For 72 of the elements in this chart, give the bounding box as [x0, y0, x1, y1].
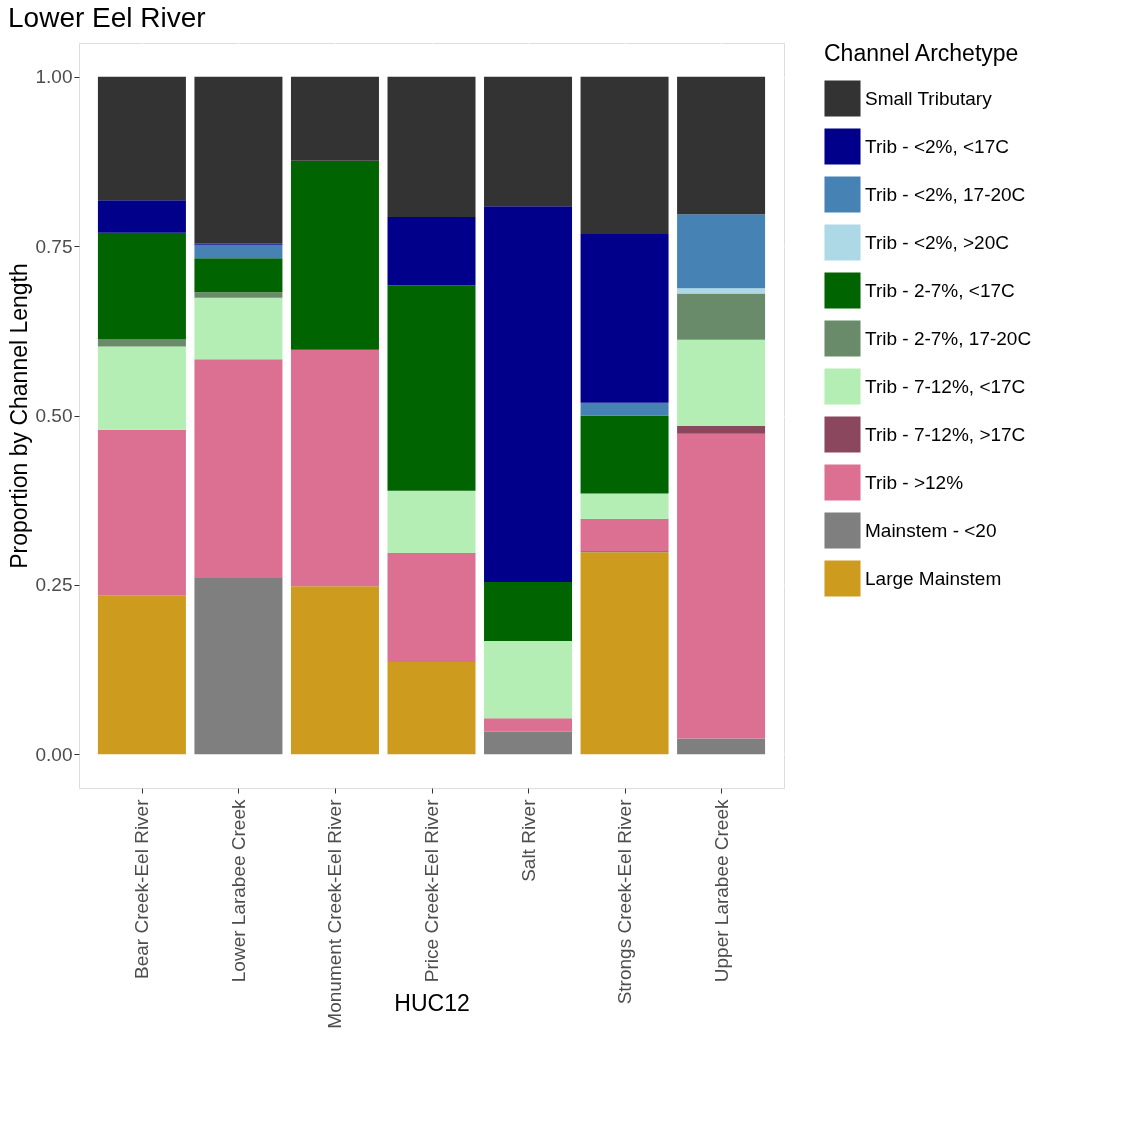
bar [580, 519, 669, 551]
bar [387, 76, 476, 218]
y-axis-title: Proportion by Channel Length [5, 263, 32, 569]
bar [290, 349, 379, 587]
bar [97, 595, 186, 755]
bar [580, 415, 669, 494]
legend-label: Mainstem - <20 [865, 519, 997, 541]
legend-title: Channel Archetype [824, 40, 1019, 66]
bar [97, 338, 186, 347]
bar [194, 258, 283, 293]
bar [580, 552, 669, 755]
y-tick-label: 0.75 [35, 235, 73, 257]
x-tick-label: Price Creek-Eel River [421, 798, 442, 983]
legend-label: Trib - 2-7%, 17-20C [865, 327, 1032, 349]
x-tick-label: Bear Creek-Eel River [131, 798, 153, 979]
bar [97, 429, 186, 596]
bar [484, 76, 573, 207]
bar [194, 578, 283, 755]
bar [580, 493, 669, 520]
bar [484, 206, 573, 583]
bar [97, 200, 186, 233]
bar [677, 288, 766, 294]
x-tick-label: Upper Larabee Creek [710, 799, 732, 983]
legend-label: Trib - <2%, 17-20C [865, 183, 1026, 205]
bar [194, 359, 283, 579]
bar [290, 76, 379, 161]
bar [97, 232, 186, 339]
bar [677, 76, 766, 215]
bar [290, 586, 379, 755]
bar [387, 285, 476, 491]
x-tick-label: Strongs Creek-Eel River [614, 798, 636, 1005]
y-tick-label: 0.00 [35, 743, 73, 765]
bar [387, 490, 476, 553]
chart-title: Lower Eel River [8, 2, 206, 33]
bar [677, 214, 766, 289]
bar [290, 160, 379, 350]
x-axis-title: HUC12 [394, 989, 470, 1016]
bar [97, 346, 186, 430]
bar [194, 76, 283, 244]
x-tick-label: Salt River [517, 798, 539, 882]
bar [580, 402, 669, 416]
bar [194, 297, 283, 360]
bar [677, 433, 766, 739]
x-tick-label: Monument Creek-Eel River [324, 798, 346, 1029]
legend-label: Trib - <2%, <17C [865, 135, 1009, 157]
legend-label: Trib - 2-7%, <17C [865, 279, 1015, 301]
legend-label: Small Tributary [865, 87, 993, 109]
bar [580, 233, 669, 403]
legend-label: Trib - 7-12%, >17C [865, 423, 1026, 445]
legend-label: Large Mainstem [865, 567, 1002, 589]
bar [484, 731, 573, 755]
bar [677, 425, 766, 434]
legend-label: Trib - >12% [865, 471, 964, 493]
bar [484, 641, 573, 719]
legend-label: Trib - <2%, >20C [865, 231, 1009, 253]
bar [677, 738, 766, 755]
bar [387, 662, 476, 755]
y-tick-label: 1.00 [35, 66, 73, 88]
bar [677, 339, 766, 426]
bar [484, 582, 573, 642]
bar [387, 217, 476, 286]
bar [194, 292, 283, 298]
bar [194, 244, 283, 259]
y-tick-label: 0.50 [35, 405, 73, 426]
bar [677, 293, 766, 340]
y-tick-label: 0.25 [35, 574, 73, 596]
bar [97, 76, 186, 201]
legend-label: Trib - 7-12%, <17C [865, 375, 1026, 397]
bar [580, 76, 669, 234]
x-tick-label: Lower Larabee Creek [227, 799, 249, 983]
bar [387, 552, 476, 663]
bar [484, 718, 573, 732]
